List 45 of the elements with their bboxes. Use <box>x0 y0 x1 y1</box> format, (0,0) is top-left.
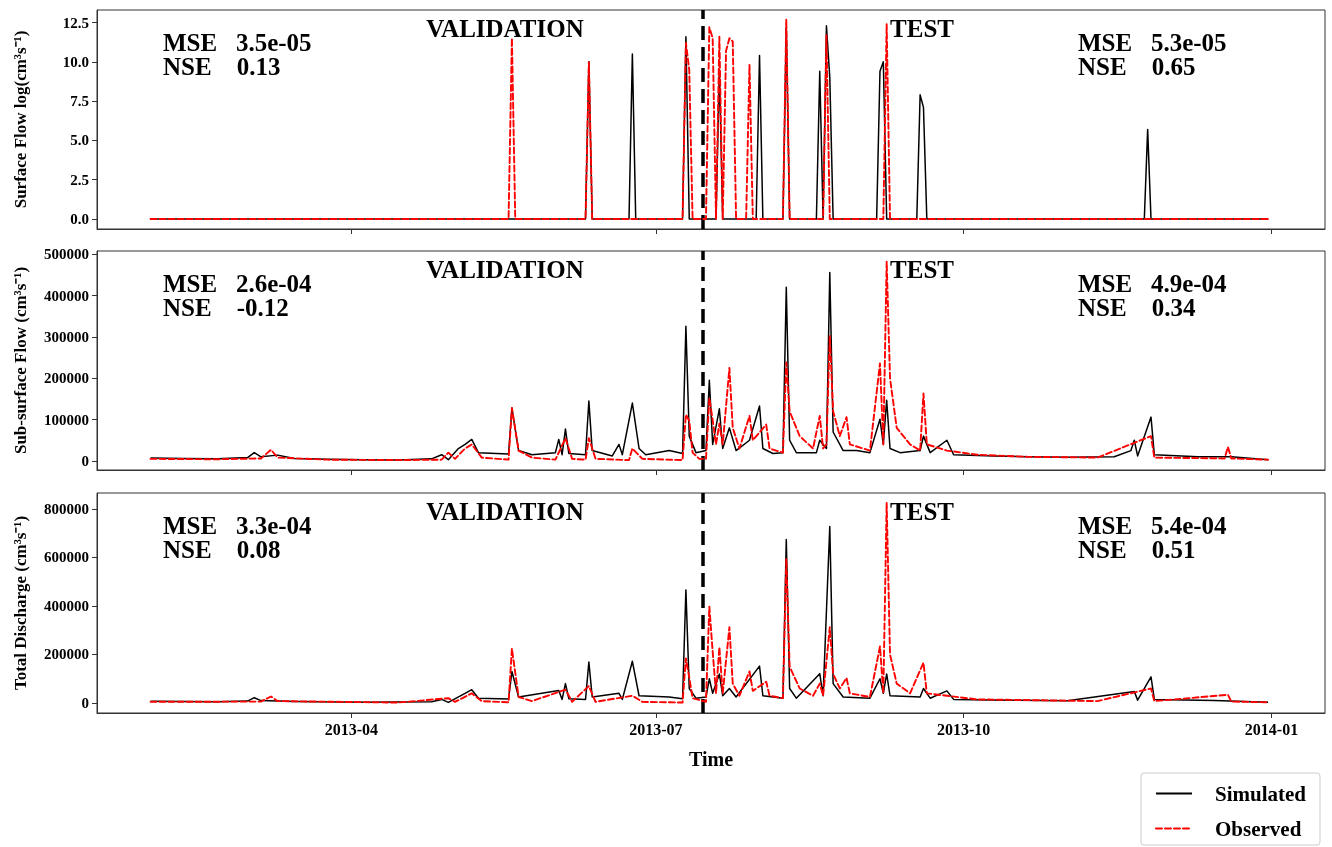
annotation: MSE 4.9e-04 <box>1078 270 1227 297</box>
legend-label: Simulated <box>1214 781 1307 806</box>
annotation: TEST <box>890 498 954 525</box>
y-tick-label: 12.5 <box>62 14 89 31</box>
annotation: MSE 5.4e-04 <box>1078 512 1227 539</box>
annotation: MSE 3.5e-05 <box>163 29 312 56</box>
annotation: NSE 0.65 <box>1078 53 1196 80</box>
y-axis-title: Sub-surface Flow (cm³s⁻¹) <box>11 266 30 455</box>
annotation: NSE 0.34 <box>1078 294 1196 321</box>
y-tick-label: 0 <box>81 695 89 712</box>
annotation: TEST <box>890 15 954 42</box>
y-axis-title: Total Discharge (cm³s⁻¹) <box>11 515 30 691</box>
y-tick-label: 600000 <box>44 549 89 566</box>
y-tick-label: 2.5 <box>70 171 89 188</box>
x-tick-label: 2013-04 <box>324 720 378 738</box>
annotation: NSE 0.13 <box>163 53 281 80</box>
annotation: MSE 3.3e-04 <box>163 512 312 539</box>
y-tick-label: 10.0 <box>62 53 89 70</box>
y-tick-label: 7.5 <box>70 93 89 110</box>
y-tick-label: 800000 <box>44 500 89 517</box>
y-tick-label: 200000 <box>44 370 89 387</box>
y-axis-title: Surface Flow log(cm³s⁻¹) <box>11 30 30 209</box>
annotation: NSE 0.51 <box>1078 536 1196 563</box>
annotation: MSE 5.3e-05 <box>1078 29 1227 56</box>
x-axis-title: Time <box>688 748 734 770</box>
annotation: VALIDATION <box>426 15 584 42</box>
y-tick-label: 500000 <box>44 246 89 263</box>
y-tick-label: 100000 <box>44 411 89 428</box>
legend-label: Observed <box>1214 816 1302 841</box>
annotation: NSE -0.12 <box>163 294 289 321</box>
y-tick-label: 400000 <box>44 597 89 614</box>
x-tick-label: 2014-01 <box>1244 720 1299 738</box>
y-tick-label: 5.0 <box>70 132 89 149</box>
y-tick-label: 0.0 <box>70 210 89 227</box>
annotation: MSE 2.6e-04 <box>163 270 312 297</box>
y-tick-label: 400000 <box>44 287 89 304</box>
annotation: VALIDATION <box>426 498 584 525</box>
annotation: NSE 0.08 <box>163 536 281 563</box>
y-tick-label: 300000 <box>44 328 89 345</box>
x-tick-label: 2013-07 <box>629 720 683 738</box>
y-tick-label: 200000 <box>44 646 89 663</box>
x-tick-label: 2013-10 <box>936 720 991 738</box>
annotation: VALIDATION <box>426 256 584 283</box>
annotation: TEST <box>890 256 954 283</box>
y-tick-label: 0 <box>81 452 89 469</box>
